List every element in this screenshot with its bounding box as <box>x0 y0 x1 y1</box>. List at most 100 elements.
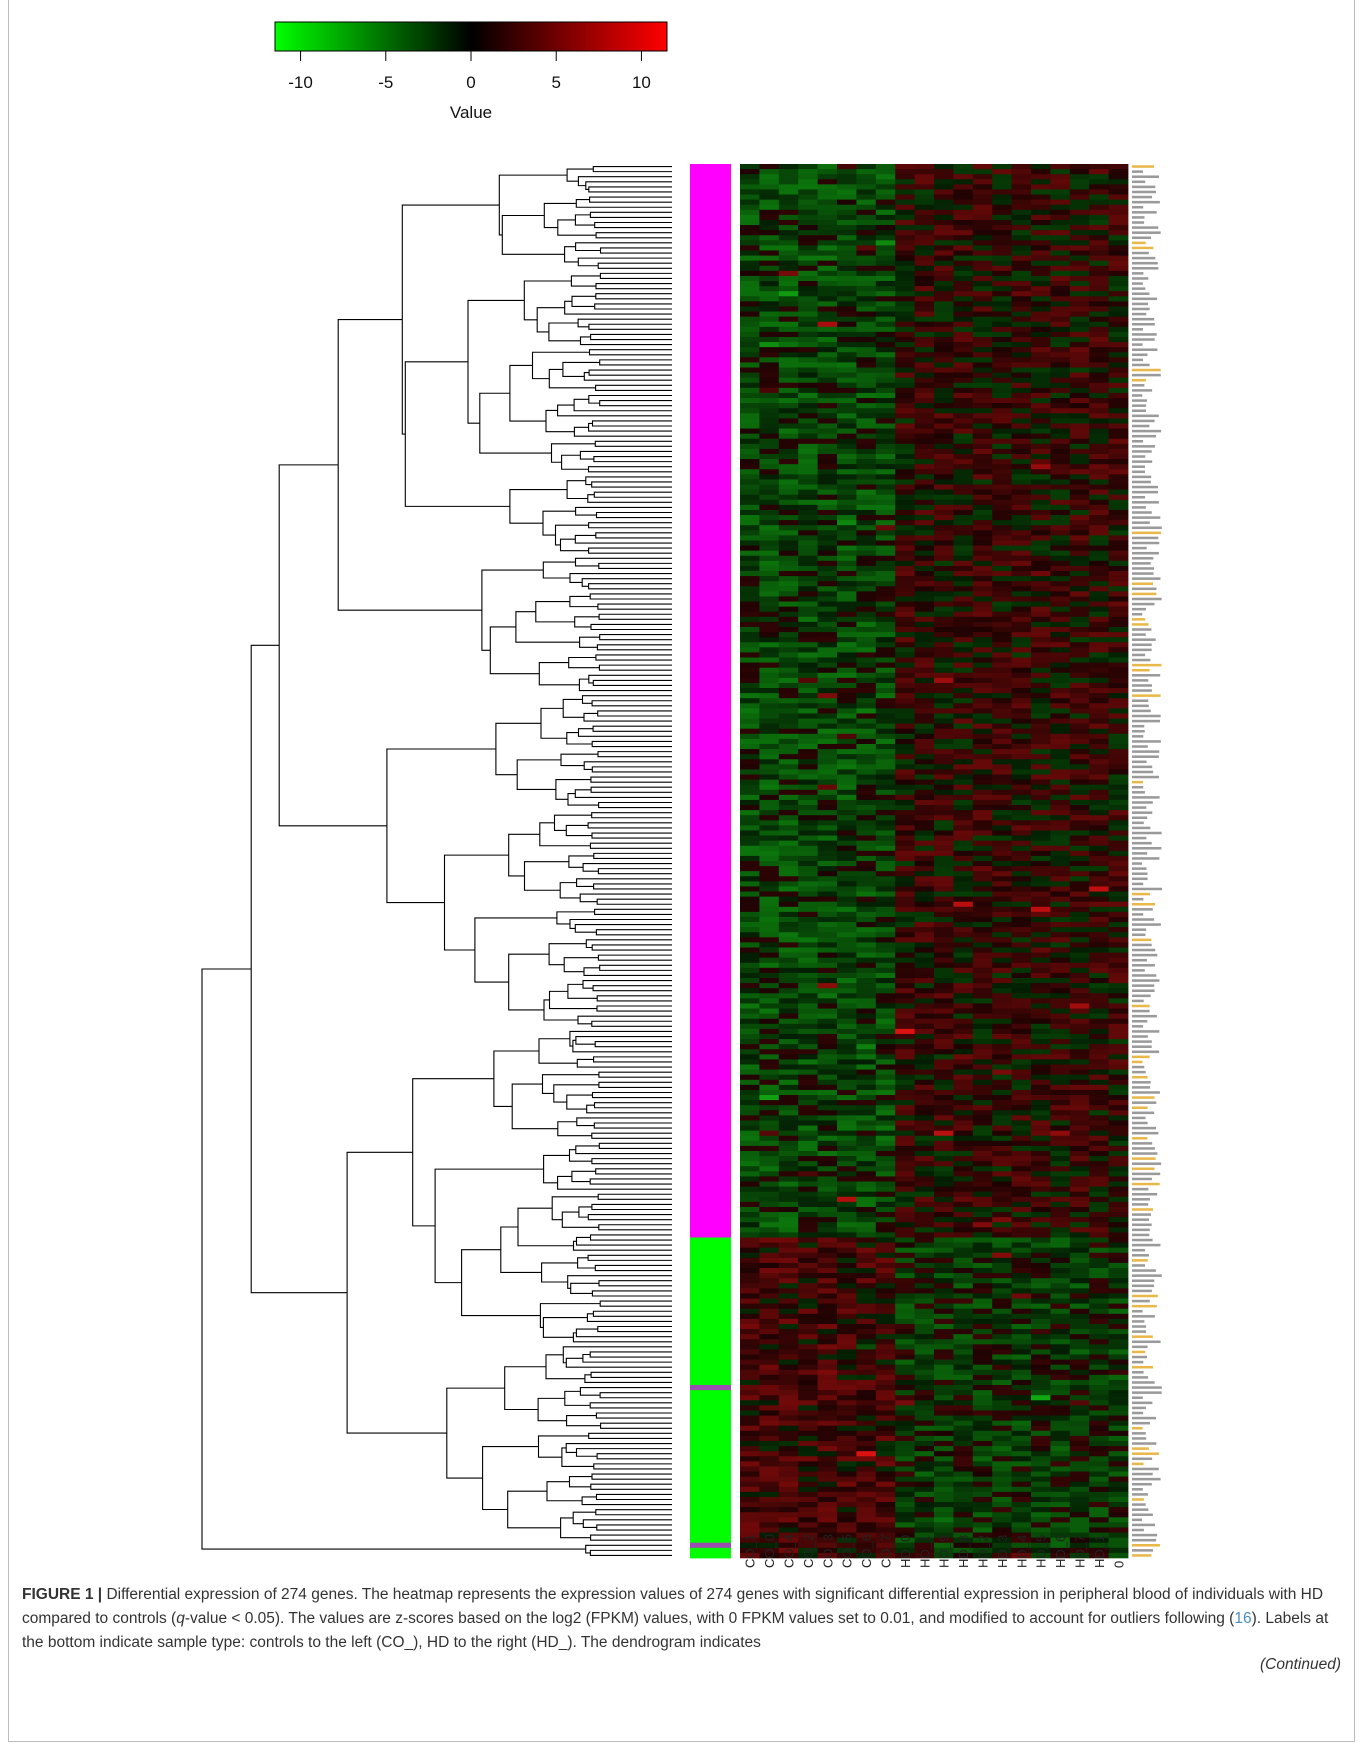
heatmap-cell <box>972 530 993 536</box>
heatmap-cell <box>759 662 780 668</box>
dendrogram-link <box>553 814 592 832</box>
heatmap-cell <box>759 494 780 501</box>
heatmap-cell <box>1011 1186 1032 1192</box>
heatmap-cell <box>895 876 915 882</box>
heatmap-cell <box>817 1257 838 1264</box>
heatmap-cell <box>740 214 760 221</box>
heatmap-cell <box>972 545 993 551</box>
heatmap-cell <box>740 738 760 745</box>
heatmap-cell <box>1108 1201 1129 1208</box>
heatmap-cell <box>875 1344 896 1350</box>
heatmap-cell <box>856 214 877 221</box>
heatmap-cell <box>778 1334 799 1340</box>
heatmap-cell <box>1011 1095 1032 1101</box>
heatmap-cell <box>798 861 818 867</box>
heatmap-cell <box>759 169 780 175</box>
heatmap-cell <box>1069 1293 1090 1299</box>
heatmap-cell <box>740 606 760 613</box>
heatmap-cell <box>875 1008 896 1014</box>
heatmap-cell <box>759 245 780 251</box>
dendrogram-link <box>598 1071 672 1078</box>
dendrogram-link <box>591 1020 672 1027</box>
heatmap-cell <box>1031 204 1051 211</box>
heatmap-cell <box>1011 1054 1032 1060</box>
heatmap-cell <box>1050 733 1071 740</box>
heatmap-cell <box>972 1074 993 1081</box>
heatmap-cell <box>992 937 1012 943</box>
heatmap-cell <box>856 479 877 485</box>
heatmap-cell <box>992 708 1012 714</box>
heatmap-cell <box>759 199 780 205</box>
heatmap-cell <box>817 1023 838 1030</box>
heatmap-cell <box>972 596 993 602</box>
dendrogram-link <box>591 944 672 951</box>
heatmap-cell <box>992 515 1012 521</box>
heatmap-cell <box>759 352 780 358</box>
heatmap-cell <box>1011 1191 1032 1198</box>
heatmap-cell <box>856 352 877 358</box>
heatmap-cell <box>1108 942 1129 948</box>
heatmap-cell <box>1108 881 1129 887</box>
heatmap-cell <box>875 413 896 419</box>
heatmap-cell <box>875 581 896 587</box>
heatmap-cell <box>740 255 760 261</box>
heatmap-cell <box>934 357 954 363</box>
heatmap-cell <box>1069 901 1090 908</box>
heatmap-cell <box>992 835 1012 841</box>
heatmap-cell <box>875 225 896 231</box>
heatmap-cell <box>1108 245 1129 251</box>
heatmap-cell <box>740 1283 760 1289</box>
heatmap-cell <box>1050 331 1071 338</box>
heatmap-cell <box>856 754 877 760</box>
heatmap-cell <box>934 825 954 831</box>
heatmap-cell <box>1031 408 1051 414</box>
heatmap-cell <box>875 418 896 424</box>
heatmap-cell <box>856 1354 877 1360</box>
heatmap-cell <box>837 759 857 765</box>
heatmap-cell <box>817 718 838 724</box>
heatmap-cell <box>1011 331 1032 338</box>
heatmap-cell <box>953 667 974 674</box>
heatmap-cell <box>817 433 838 440</box>
heatmap-cell <box>1069 464 1090 470</box>
dendrogram-link <box>537 1397 567 1422</box>
heatmap-cell <box>953 1064 974 1070</box>
heatmap-cell <box>1050 799 1071 806</box>
heatmap-cell <box>992 850 1012 857</box>
heatmap-cell <box>778 550 799 557</box>
heatmap-cell <box>992 820 1012 826</box>
heatmap-cell <box>914 749 935 755</box>
heatmap-cell <box>856 637 877 643</box>
heatmap-cell <box>992 1115 1012 1121</box>
heatmap-cell <box>895 1089 915 1096</box>
heatmap-cell <box>817 1003 838 1009</box>
heatmap-cell <box>759 967 780 974</box>
heatmap-cell <box>1011 413 1032 419</box>
heatmap-cell <box>798 164 818 170</box>
heatmap-cell <box>1089 993 1109 999</box>
heatmap-cell <box>895 967 915 974</box>
heatmap-cell <box>934 906 954 913</box>
heatmap-cell <box>992 1252 1012 1259</box>
heatmap-cell <box>875 479 896 485</box>
heatmap-cell <box>740 1084 760 1091</box>
heatmap-cell <box>1108 1023 1129 1030</box>
heatmap-cell <box>914 1115 935 1121</box>
heatmap-cell <box>1050 199 1071 205</box>
heatmap-cell <box>992 530 1012 536</box>
heatmap-cell <box>1031 336 1051 343</box>
heatmap-cell <box>817 1125 838 1131</box>
heatmap-cell <box>1031 530 1051 536</box>
heatmap-cell <box>934 952 954 958</box>
heatmap-cell <box>759 347 780 353</box>
heatmap-cell <box>1089 774 1109 780</box>
heatmap-cell <box>953 871 974 877</box>
heatmap-cell <box>992 301 1012 307</box>
heatmap-cell <box>914 866 935 872</box>
heatmap-cell <box>856 998 877 1004</box>
heatmap-cell <box>1069 876 1090 882</box>
heatmap-cell <box>934 861 954 867</box>
heatmap-cell <box>914 301 935 307</box>
heatmap-cell <box>740 265 760 272</box>
heatmap-cell <box>934 993 954 999</box>
